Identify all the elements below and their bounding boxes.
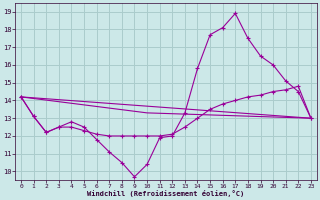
- X-axis label: Windchill (Refroidissement éolien,°C): Windchill (Refroidissement éolien,°C): [87, 190, 244, 197]
